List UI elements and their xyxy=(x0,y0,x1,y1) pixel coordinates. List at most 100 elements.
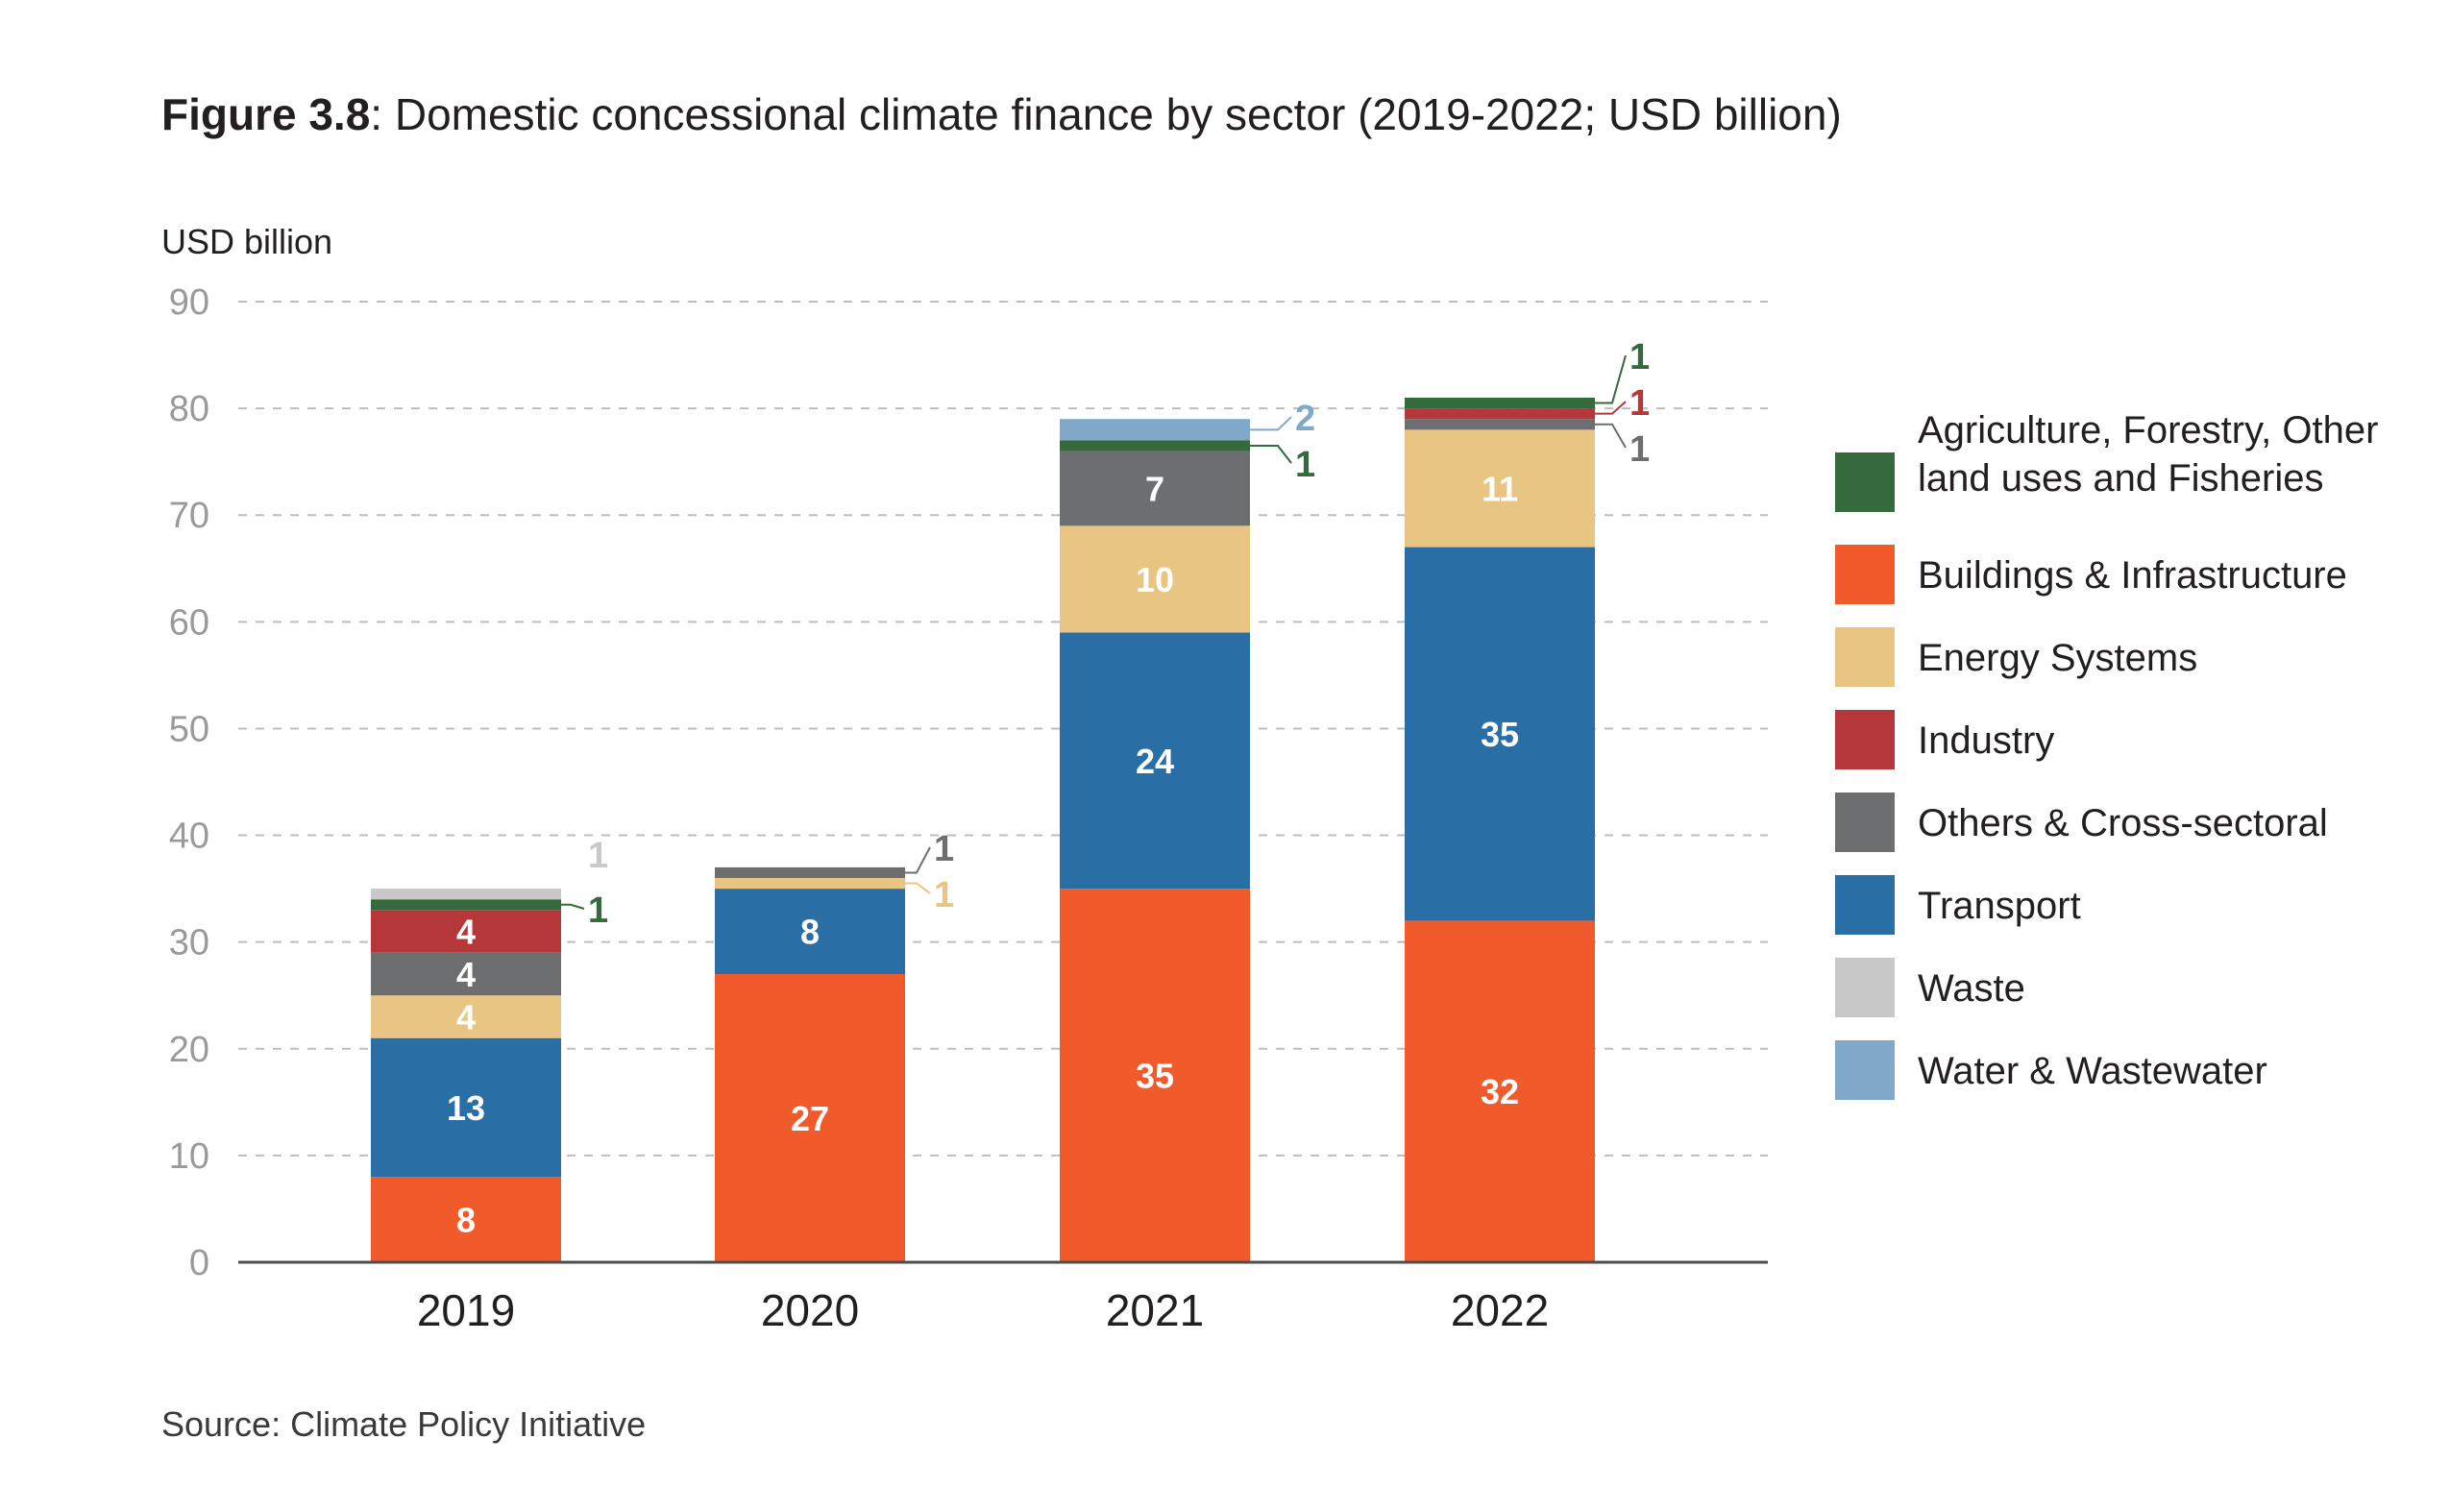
legend-label: Agriculture, Forestry, Other xyxy=(1918,409,2378,451)
bar-segment xyxy=(1405,408,1595,420)
figure-caption: : Domestic concessional climate finance … xyxy=(370,89,1842,139)
legend-swatch xyxy=(1835,875,1895,935)
legend-label: Buildings & Infrastructure xyxy=(1918,554,2347,597)
y-tick-label: 90 xyxy=(169,282,209,323)
data-label: 1 xyxy=(1629,383,1650,424)
data-label: 27 xyxy=(791,1099,829,1138)
legend-label: Waste xyxy=(1918,967,2025,1010)
chart-title: Figure 3.8: Domestic concessional climat… xyxy=(161,88,1842,140)
bar-segment xyxy=(715,974,905,1262)
data-label: 35 xyxy=(1136,1057,1174,1096)
bar-segment xyxy=(1060,889,1250,1262)
y-tick-label: 20 xyxy=(169,1030,209,1070)
gridlines xyxy=(238,301,1768,1157)
legend-label: Transport xyxy=(1918,885,2081,927)
data-label: 8 xyxy=(800,913,820,952)
legend-label: Others & Cross-sectoral xyxy=(1918,802,2328,844)
x-tick-label: 2021 xyxy=(1106,1285,1204,1335)
bar-segment xyxy=(371,1037,561,1178)
legend-item: Energy Systems xyxy=(1835,627,2197,687)
y-tick-label: 50 xyxy=(169,709,209,749)
data-label: 1 xyxy=(588,836,608,876)
y-axis-label: USD billion xyxy=(161,222,332,261)
legend: Agriculture, Forestry, Other land uses an… xyxy=(1835,409,2378,1100)
callout-leader xyxy=(1595,401,1627,415)
source-note: Source: Climate Policy Initiative xyxy=(161,1404,647,1444)
legend-item: Buildings & Infrastructure xyxy=(1835,545,2347,604)
legend-label: land uses and Fisheries xyxy=(1918,457,2323,500)
bar-segment xyxy=(371,995,561,1038)
bar-segment xyxy=(1060,632,1250,890)
y-axis: USD billion 0 10 20 30 40 50 60 70 80 90 xyxy=(161,222,332,1283)
data-label: 24 xyxy=(1136,742,1174,781)
callout-leader xyxy=(1250,445,1292,464)
data-label: 1 xyxy=(1629,337,1650,378)
bar-segment xyxy=(371,910,561,953)
data-label: 11 xyxy=(1482,469,1518,508)
callout-leader xyxy=(905,882,931,894)
legend-swatch xyxy=(1835,1040,1895,1100)
bar-segment xyxy=(715,866,905,878)
data-label: 1 xyxy=(588,890,608,931)
data-label: 1 xyxy=(1295,445,1315,485)
data-label: 13 xyxy=(447,1088,485,1128)
y-tick-label: 40 xyxy=(169,817,209,857)
data-label: 7 xyxy=(1145,469,1164,508)
y-tick-label: 10 xyxy=(169,1136,209,1177)
x-tick-label: 2022 xyxy=(1451,1285,1549,1335)
callout-leader xyxy=(905,846,931,874)
bar-segment xyxy=(371,889,561,900)
bar-segment xyxy=(1060,440,1250,451)
data-label: 1 xyxy=(1629,429,1650,470)
legend-item: Water & Wastewater xyxy=(1835,1040,2267,1100)
legend-swatch xyxy=(1835,793,1895,852)
bar-segment xyxy=(371,952,561,996)
bar-segment xyxy=(715,889,905,974)
bar-segment xyxy=(1405,547,1595,921)
callout-leader xyxy=(561,903,585,910)
legend-swatch xyxy=(1835,545,1895,604)
legend-item: Transport xyxy=(1835,875,2081,935)
legend-swatch xyxy=(1835,958,1895,1017)
bar-segment xyxy=(1405,419,1595,430)
data-label: 35 xyxy=(1481,715,1519,754)
x-axis: 2019 2020 2021 2022 xyxy=(238,1260,1768,1335)
data-label: 1 xyxy=(934,875,954,915)
legend-label: Energy Systems xyxy=(1918,637,2197,679)
y-tick-label: 60 xyxy=(169,602,209,643)
y-tick-label: 30 xyxy=(169,923,209,963)
y-tick-label: 0 xyxy=(189,1243,209,1283)
legend-item: Waste xyxy=(1835,958,2025,1017)
bar-segment xyxy=(1405,920,1595,1262)
legend-item: Industry xyxy=(1835,710,2054,769)
legend-label: Industry xyxy=(1918,719,2054,762)
data-label: 32 xyxy=(1481,1072,1519,1111)
bar-segment xyxy=(371,1177,561,1262)
legend-label: Water & Wastewater xyxy=(1918,1050,2267,1092)
legend-item: Agriculture, Forestry, Other land uses an… xyxy=(1835,409,2378,512)
data-label: 4 xyxy=(456,997,476,1036)
bar-segment xyxy=(1060,525,1250,633)
bar-segment xyxy=(371,899,561,911)
x-tick-label: 2019 xyxy=(417,1285,515,1335)
legend-swatch xyxy=(1835,710,1895,769)
bar-segment xyxy=(1060,419,1250,441)
callout-leader xyxy=(1250,416,1292,431)
data-label: 4 xyxy=(456,913,476,952)
data-label: 2 xyxy=(1295,399,1315,439)
data-label: 1 xyxy=(934,829,954,869)
figure-label: Figure 3.8 xyxy=(161,89,371,139)
legend-swatch xyxy=(1835,452,1895,512)
callout-leader xyxy=(1595,354,1627,404)
data-label: 10 xyxy=(1136,560,1174,599)
x-tick-label: 2020 xyxy=(761,1285,859,1335)
callout-leader xyxy=(1595,423,1627,449)
legend-swatch xyxy=(1835,627,1895,687)
bar-segment xyxy=(1405,398,1595,409)
legend-item: Others & Cross-sectoral xyxy=(1835,793,2328,852)
y-tick-label: 70 xyxy=(169,496,209,536)
data-label: 8 xyxy=(456,1201,476,1240)
data-label: 4 xyxy=(456,955,476,994)
